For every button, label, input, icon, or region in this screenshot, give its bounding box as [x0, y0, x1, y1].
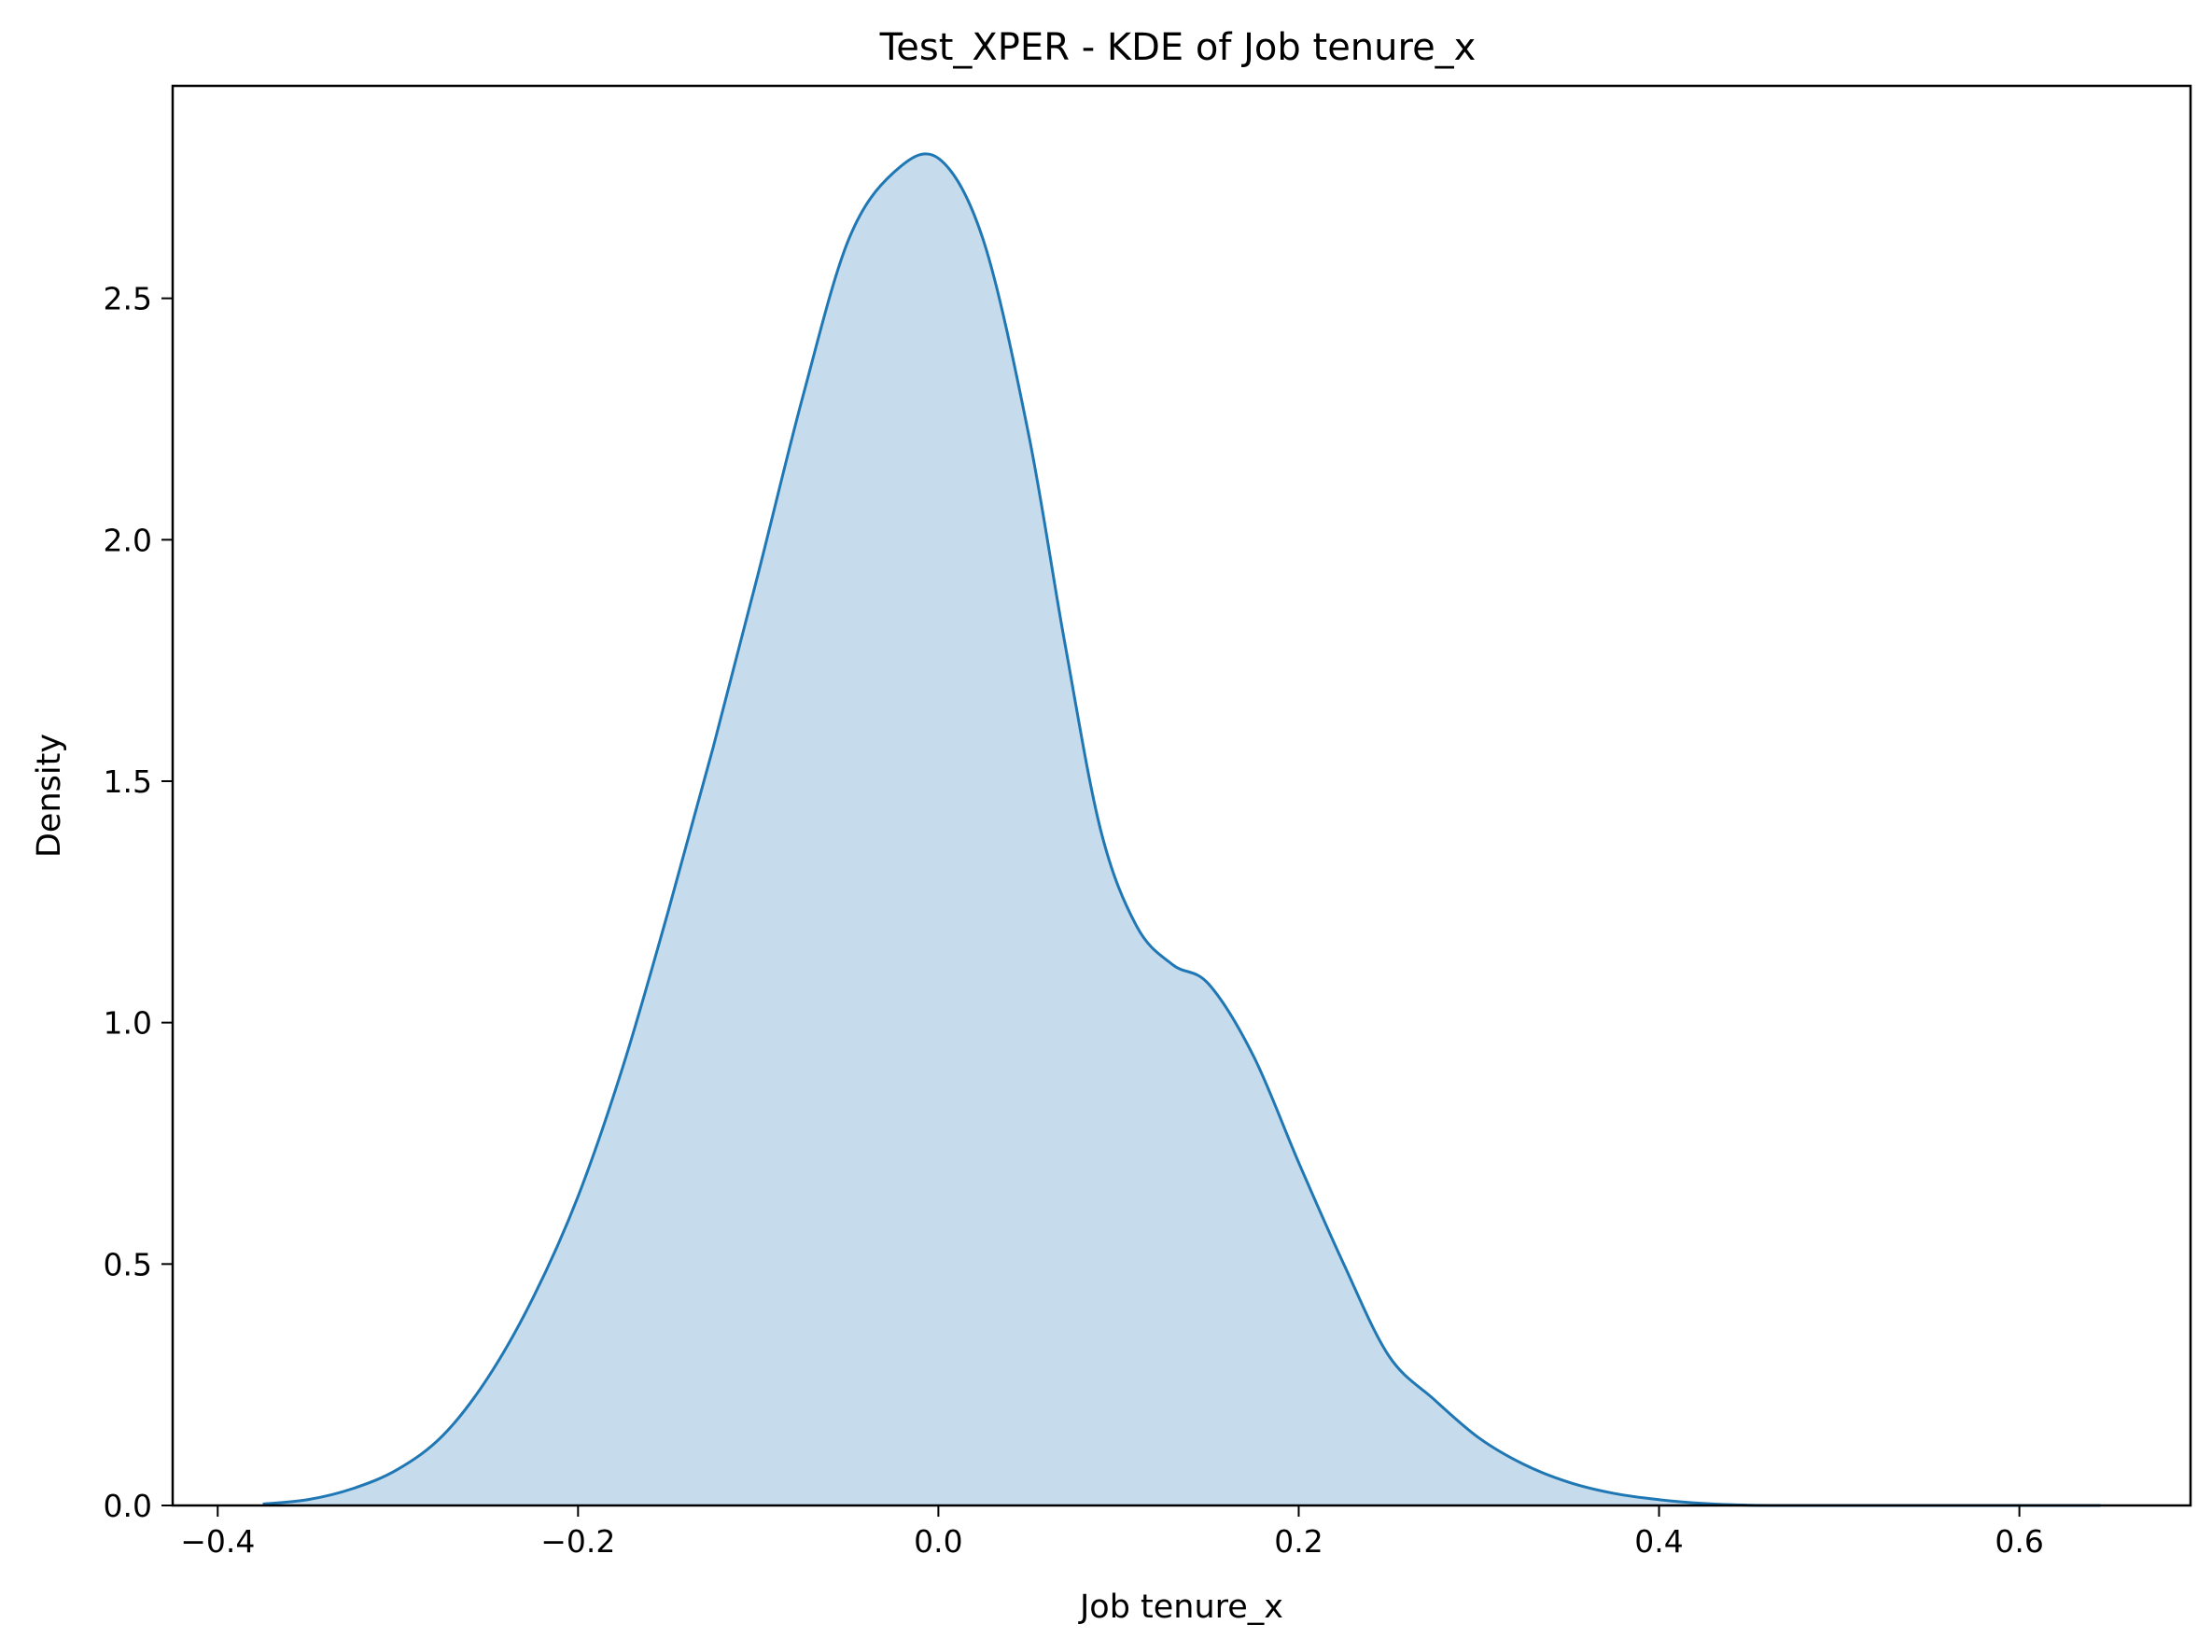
x-tick-label: 0.4 [1634, 1523, 1683, 1560]
axes-frame [171, 84, 2192, 1507]
y-tick-label: 2.5 [104, 281, 152, 317]
x-axis-label: Job tenure_x [1078, 1589, 1283, 1626]
y-tick-label: 2.0 [104, 522, 152, 558]
y-axis: 0.0 0.5 1.0 1.5 2.0 2.5 [104, 281, 173, 1524]
y-tick-label: 0.5 [104, 1246, 152, 1282]
x-axis: −0.4 −0.2 0.0 0.2 0.4 0.6 [180, 1505, 2044, 1560]
x-tick-label: −0.4 [180, 1523, 255, 1560]
x-tick-label: 0.2 [1274, 1523, 1323, 1560]
y-tick-label: 1.0 [104, 1005, 152, 1042]
y-tick-label: 0.0 [104, 1488, 152, 1524]
chart-title: Test_XPER - KDE of Job tenure_x [879, 26, 1477, 69]
y-tick-label: 1.5 [104, 763, 152, 800]
kde-area-fill [262, 153, 2101, 1506]
x-tick-label: 0.0 [914, 1523, 962, 1560]
x-tick-label: 0.6 [1995, 1523, 2043, 1560]
x-tick-label: −0.2 [540, 1523, 615, 1560]
y-axis-label: Density [31, 734, 68, 858]
plot-area [171, 84, 2192, 1507]
